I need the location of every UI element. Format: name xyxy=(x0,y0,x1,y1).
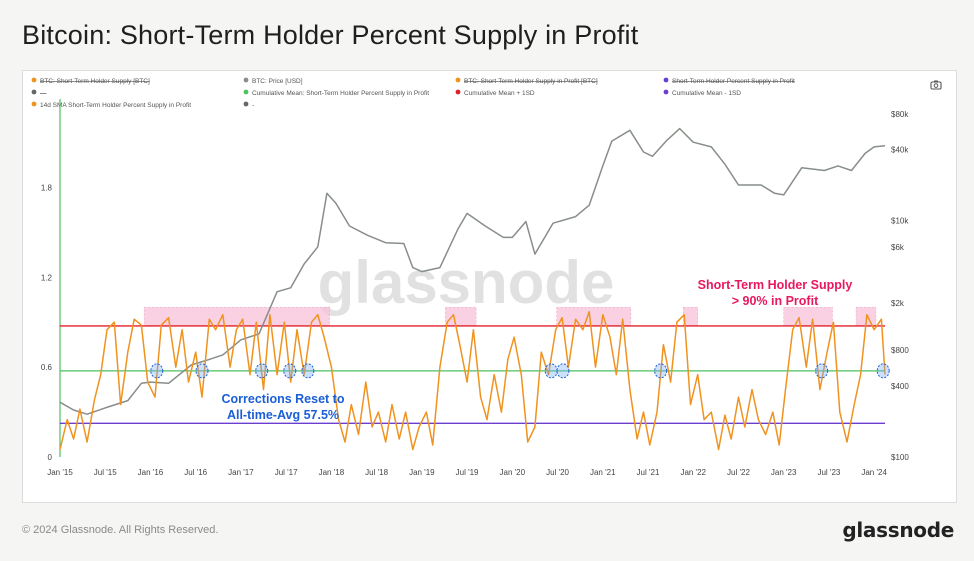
y-right-tick-label: $80k xyxy=(891,110,909,119)
legend-label: Cumulative Mean + 1SD xyxy=(464,90,535,97)
y-left-tick-label: 1.8 xyxy=(41,183,53,192)
annotation-reset-line1: Corrections Reset to xyxy=(222,392,345,406)
legend-label: BTC: Price [USD] xyxy=(252,78,303,85)
camera-icon[interactable] xyxy=(930,80,942,90)
x-tick-label: Jan '18 xyxy=(319,468,345,477)
y-right-tick-label: $100 xyxy=(891,453,909,462)
annotation-sth-line1: Short-Term Holder Supply xyxy=(698,278,853,292)
x-tick-label: Jul '21 xyxy=(637,468,660,477)
highlight-range xyxy=(143,306,330,327)
page-title: Bitcoin: Short-Term Holder Percent Suppl… xyxy=(22,20,639,50)
x-tick-label: Jan '24 xyxy=(861,468,887,477)
y-right-tick-label: $2k xyxy=(891,299,905,308)
x-tick-label: Jan '21 xyxy=(590,468,616,477)
reset-circle xyxy=(255,363,269,379)
y-left-tick-label: 0 xyxy=(48,453,53,462)
legend-dot xyxy=(31,89,37,95)
reset-circle xyxy=(195,363,209,379)
legend-label: 14d SMA Short-Term Holder Percent Supply… xyxy=(40,102,191,109)
x-tick-label: Jul '19 xyxy=(456,468,479,477)
x-tick-label: Jul '15 xyxy=(94,468,117,477)
annotations: Short-Term Holder Supply > 90% in Profit… xyxy=(222,278,853,422)
y-right-tick-label: $800 xyxy=(891,346,909,355)
sth-profit-line xyxy=(59,310,886,451)
x-tick-label: Jan '16 xyxy=(138,468,164,477)
brand-logo: glassnode xyxy=(842,518,954,542)
y-right-tick-label: $10k xyxy=(891,217,909,226)
reset-circle xyxy=(876,363,890,379)
x-tick-label: Jan '23 xyxy=(771,468,797,477)
x-tick-label: Jan '22 xyxy=(680,468,706,477)
x-tick-label: Jan '17 xyxy=(228,468,254,477)
x-tick-label: Jul '23 xyxy=(817,468,840,477)
legend-label: Cumulative Mean - 1SD xyxy=(672,90,741,97)
highlight-range xyxy=(556,306,632,327)
watermark: glassnode xyxy=(318,249,615,316)
legend-dot xyxy=(31,101,37,107)
highlight-range xyxy=(445,306,477,327)
x-tick-label: Jul '18 xyxy=(365,468,388,477)
x-tick-label: Jul '22 xyxy=(727,468,750,477)
copyright-text: © 2024 Glassnode. All Rights Reserved. xyxy=(22,524,219,536)
x-tick-label: Jul '16 xyxy=(184,468,207,477)
x-tick-label: Jan '19 xyxy=(409,468,435,477)
reset-circle xyxy=(283,363,297,379)
legend-dot xyxy=(455,77,461,83)
annotation-sth-line2: > 90% in Profit xyxy=(732,294,819,308)
y-right-tick-label: $6k xyxy=(891,243,905,252)
x-tick-label: Jan '20 xyxy=(500,468,526,477)
legend-label: BTC: Short-Term Holder Supply in Profit … xyxy=(464,78,598,85)
legend-dot xyxy=(31,77,37,83)
chart-svg: BTC: Short-Term Holder Supply [BTC] BTC: … xyxy=(31,77,942,477)
price-line xyxy=(59,127,886,415)
legend-dot xyxy=(243,89,249,95)
legend: BTC: Short-Term Holder Supply [BTC] BTC: … xyxy=(31,77,795,109)
legend-label: - xyxy=(252,102,254,109)
x-tick-label: Jul '20 xyxy=(546,468,569,477)
y-right-tick-label: $40k xyxy=(891,145,909,154)
chart-card: BTC: Short-Term Holder Supply [BTC] BTC: … xyxy=(22,70,957,503)
legend-dot xyxy=(663,77,669,83)
annotation-reset-line2: All-time-Avg 57.5% xyxy=(227,408,339,422)
reset-circle xyxy=(301,363,315,379)
reset-circle xyxy=(815,363,829,379)
reset-circle xyxy=(544,363,558,379)
legend-dot xyxy=(243,77,249,83)
legend-label: Cumulative Mean: Short-Term Holder Perce… xyxy=(252,90,429,97)
legend-label: Short-Term Holder Percent Supply in Prof… xyxy=(672,78,795,85)
reset-circle xyxy=(556,363,570,379)
legend-dot xyxy=(243,101,249,107)
reset-circle xyxy=(150,363,164,379)
x-tick-label: Jul '17 xyxy=(275,468,298,477)
y-left-tick-label: 0.6 xyxy=(41,363,53,372)
y-left-tick-label: 1.2 xyxy=(41,273,53,282)
legend-label: BTC: Short-Term Holder Supply [BTC] xyxy=(40,78,150,85)
y-right-tick-label: $400 xyxy=(891,382,909,391)
x-tick-label: Jan '15 xyxy=(47,468,73,477)
plot-area: Jan '15 Jul '15 Jan '16 Jul '16 Jan '17 Jul '… xyxy=(41,99,909,477)
reset-circle xyxy=(654,363,668,379)
legend-dot xyxy=(663,89,669,95)
highlight-range xyxy=(783,306,833,327)
legend-dot xyxy=(455,89,461,95)
legend-label: --- xyxy=(40,90,47,97)
